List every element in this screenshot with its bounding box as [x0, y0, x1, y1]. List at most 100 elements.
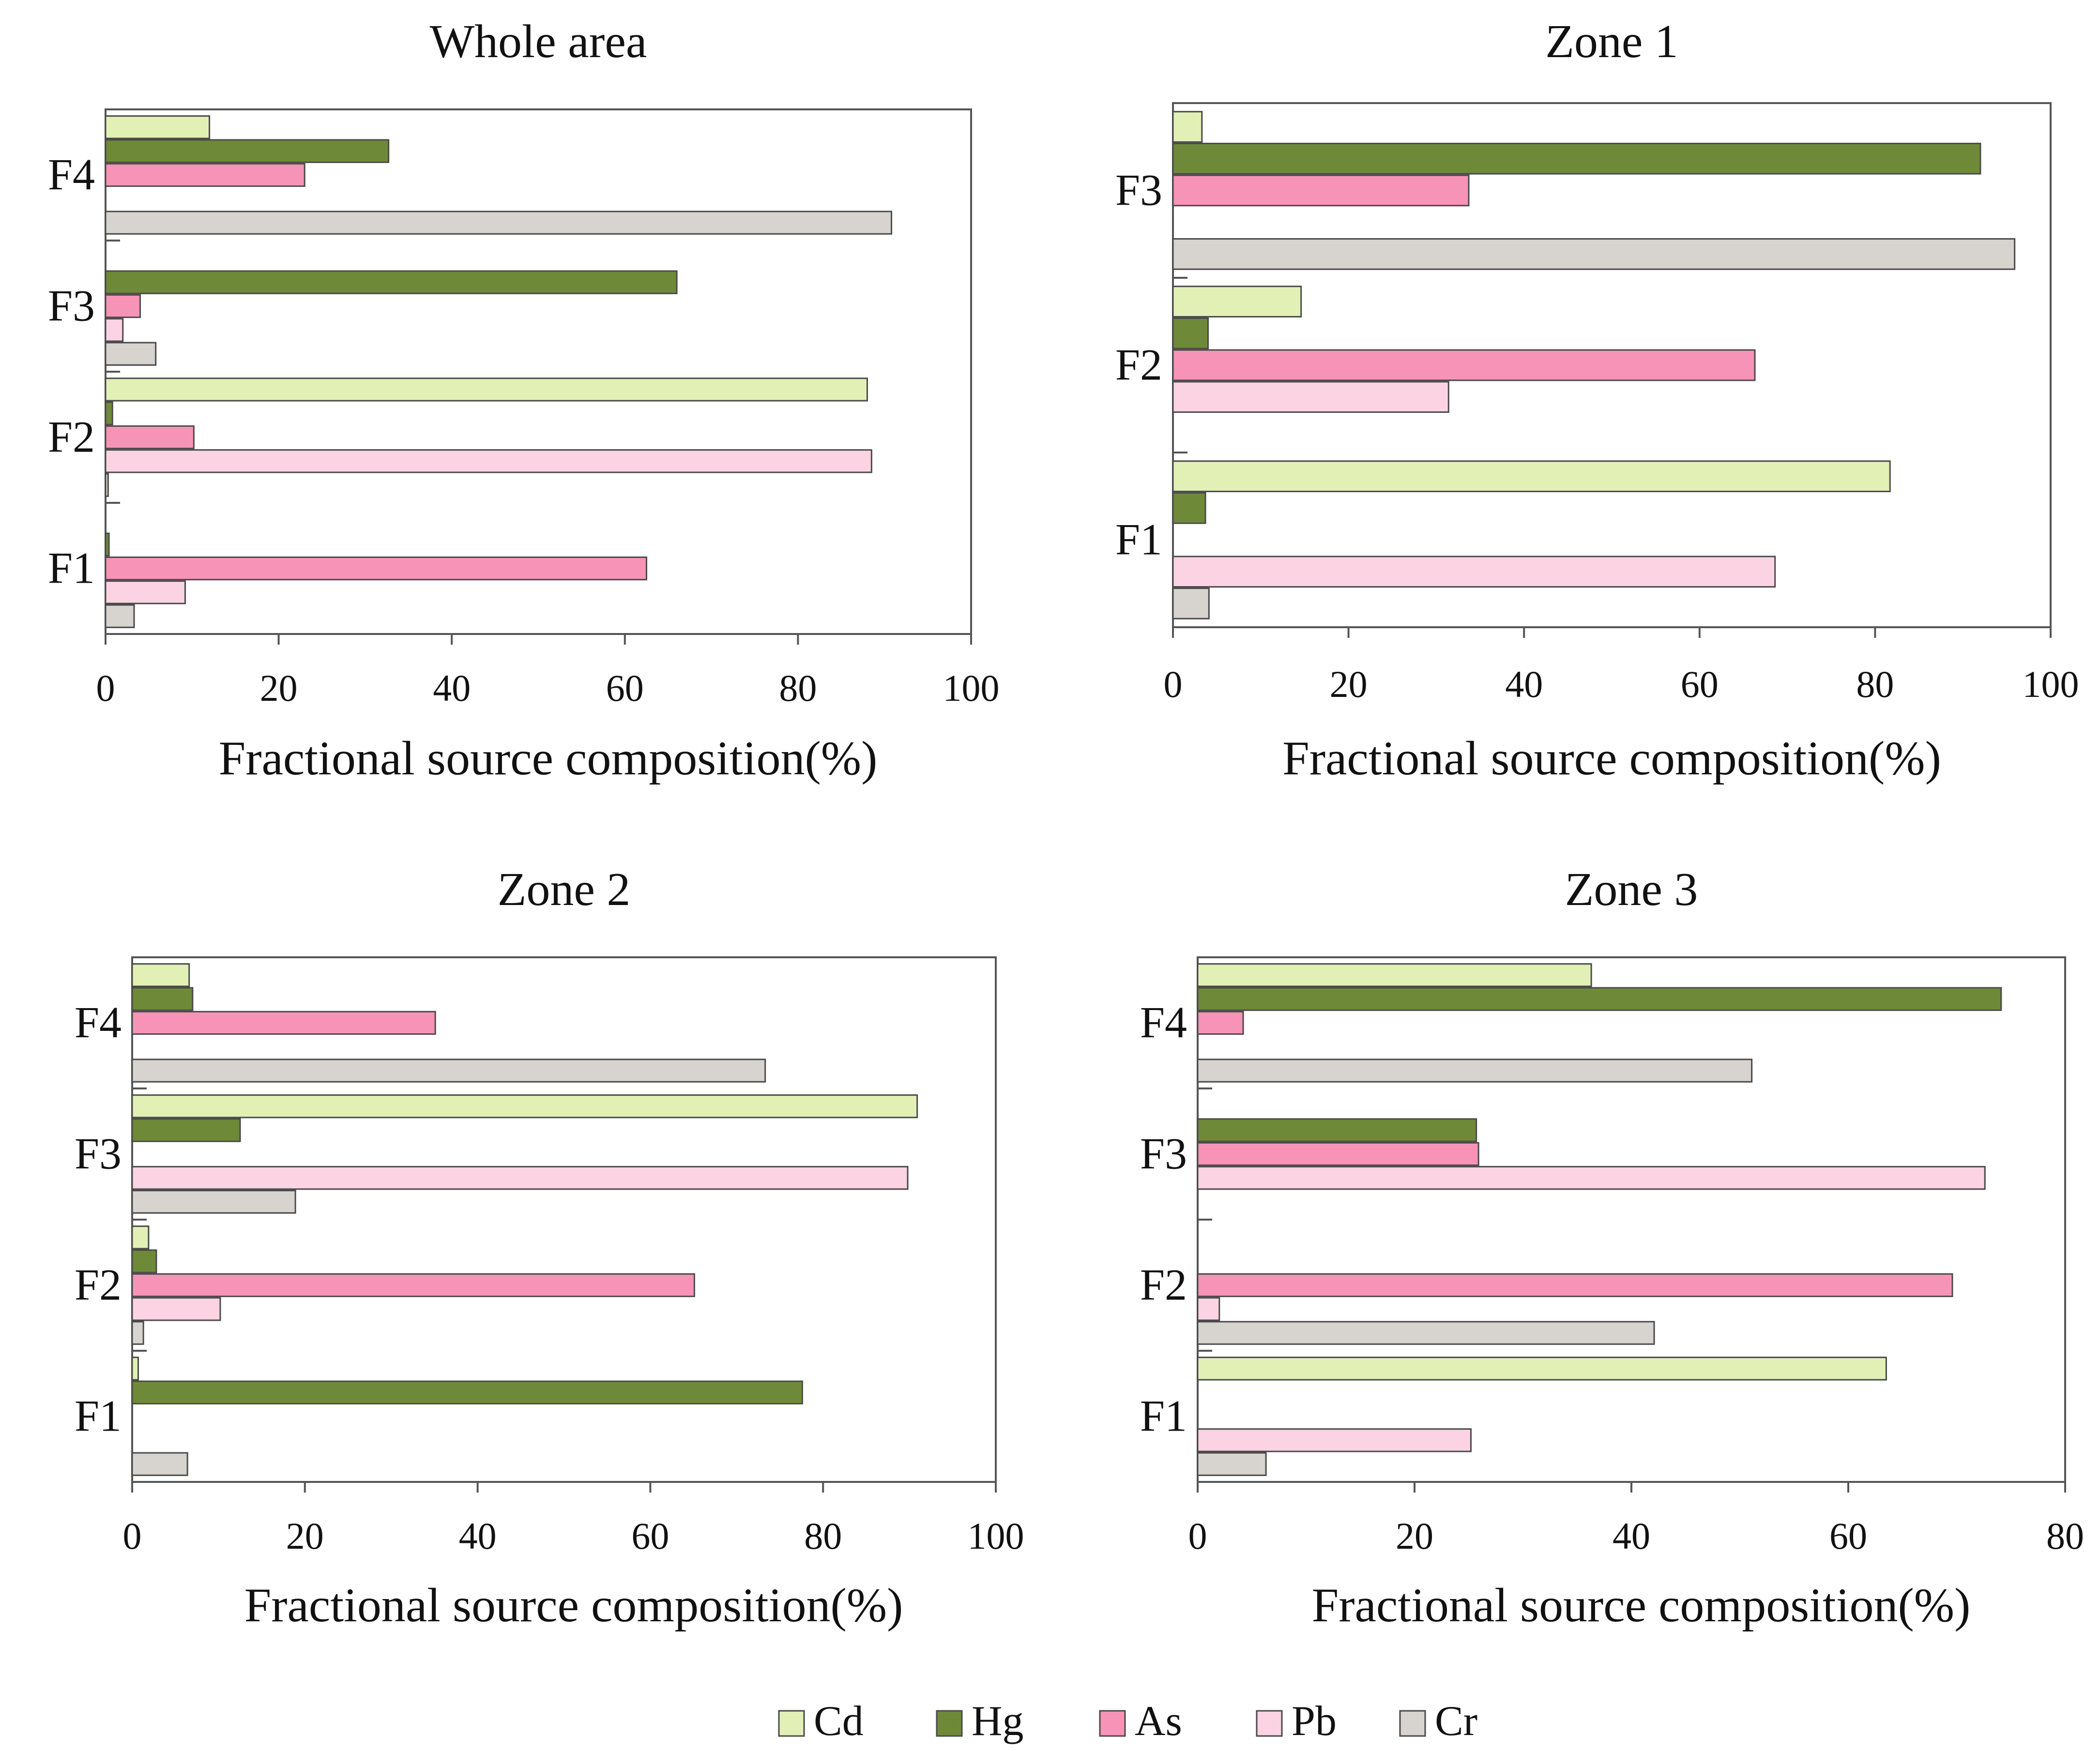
bar-as-f4: [131, 1011, 436, 1035]
legend-item-cd: Cd: [778, 1698, 864, 1745]
x-tick-label: 100: [943, 667, 1000, 709]
legend-label: Cd: [814, 1698, 864, 1745]
category-label: F1: [1140, 1391, 1187, 1441]
x-tick-label: 80: [1856, 663, 1894, 705]
bar-cr-f2: [1197, 1321, 1655, 1345]
bar-hg-f1: [1172, 492, 1206, 524]
bar-cr-f2: [105, 473, 109, 497]
bar-as-f2: [1172, 349, 1756, 381]
category-label: F4: [48, 150, 95, 199]
x-tick-label: 60: [606, 667, 644, 709]
bar-hg-f2: [131, 1249, 157, 1273]
category-label: F2: [1115, 340, 1162, 390]
bar-hg-f3: [1197, 1118, 1477, 1142]
bar-hg-f1: [105, 532, 110, 557]
bar-hg-f4: [1197, 987, 2002, 1011]
category-label: F2: [75, 1260, 122, 1310]
legend: Cd Hg As Pb Cr: [778, 1698, 1477, 1745]
category-label: F3: [48, 281, 95, 331]
category-label: F3: [1115, 166, 1162, 215]
bar-cd-f4: [1197, 963, 1592, 987]
chart-title: Zone 3: [1565, 863, 1698, 916]
bar-as-f2: [131, 1273, 695, 1298]
chart-panel-1: Whole area 0 20 40 60 80 100 Fractional source …: [48, 15, 1000, 785]
legend-label: Cr: [1435, 1698, 1477, 1745]
bar-hg-f4: [105, 139, 390, 163]
x-tick-label: 0: [96, 667, 115, 709]
legend-label: As: [1135, 1698, 1182, 1745]
legend-item-hg: Hg: [936, 1698, 1024, 1745]
bar-cd-f1: [131, 1357, 139, 1381]
bar-cd-f4: [105, 115, 211, 139]
category-label: F2: [48, 412, 95, 462]
bar-as-f4: [1197, 1011, 1244, 1035]
legend-swatch: [936, 1710, 963, 1737]
bar-as-f1: [105, 556, 647, 581]
bar-cr-f4: [105, 211, 893, 235]
x-tick-label: 0: [123, 1515, 142, 1557]
x-tick-label: 100: [968, 1515, 1024, 1557]
bar-as-f2: [105, 425, 195, 450]
bar-cr-f1: [1197, 1452, 1267, 1476]
x-tick-label: 20: [1396, 1515, 1433, 1557]
chart-panel-2: Zone 1 0 20 40 60 80 100 Fractional source comp…: [1115, 15, 2079, 785]
x-tick-label: 80: [804, 1515, 842, 1557]
bar-cr-f3: [105, 342, 157, 366]
x-tick-label: 20: [1330, 663, 1368, 705]
category-label: F3: [75, 1129, 122, 1178]
x-tick-label: 100: [2023, 663, 2079, 705]
x-tick-label: 60: [631, 1515, 669, 1557]
bar-cd-f3: [1172, 111, 1203, 143]
x-axis-label: Fractional source composition(%): [244, 1578, 903, 1632]
category-label: F1: [48, 543, 95, 593]
bar-hg-f3: [105, 270, 678, 294]
category-label: F4: [75, 998, 122, 1047]
bar-pb-f2: [1172, 381, 1449, 413]
bar-as-f3: [1197, 1142, 1479, 1166]
bar-as-f3: [1172, 174, 1470, 207]
bar-cd-f3: [131, 1094, 918, 1118]
bar-cr-f3: [131, 1190, 296, 1214]
bar-hg-f3: [1172, 142, 1981, 175]
legend-label: Pb: [1292, 1698, 1337, 1745]
plot-frame: [105, 108, 972, 635]
bar-cr-f2: [131, 1321, 144, 1345]
x-tick-label: 60: [1681, 663, 1719, 705]
chart-panel-4: Zone 3 0 20 40 60 80 Fractional source composi…: [1140, 863, 2084, 1632]
bar-pb-f2: [105, 449, 872, 473]
bar-hg-f3: [131, 1118, 241, 1142]
bar-hg-f2: [105, 401, 113, 425]
legend-item-pb: Pb: [1256, 1698, 1337, 1745]
x-tick-label: 80: [2046, 1515, 2084, 1557]
x-tick-label: 60: [1829, 1515, 1867, 1557]
x-tick-label: 0: [1164, 663, 1183, 705]
chart-title: Whole area: [430, 15, 647, 68]
bar-cd-f2: [1172, 286, 1302, 317]
bar-pb-f1: [1172, 556, 1776, 588]
category-label: F1: [1115, 515, 1162, 564]
bar-pb-f1: [105, 580, 186, 604]
bar-cd-f1: [1197, 1357, 1887, 1381]
x-tick-label: 40: [1505, 663, 1543, 705]
x-tick-label: 20: [260, 667, 298, 709]
bar-cr-f1: [1172, 588, 1210, 619]
bar-cr-f1: [105, 604, 135, 628]
bar-hg-f2: [1172, 317, 1209, 349]
chart-panel-3: Zone 2 0 20 40 60 80 100 Fractional source comp…: [75, 863, 1024, 1632]
bar-pb-f2: [1197, 1297, 1220, 1321]
x-tick-label: 40: [1613, 1515, 1650, 1557]
legend-item-cr: Cr: [1399, 1698, 1477, 1745]
x-tick-label: 20: [286, 1515, 324, 1557]
plot-frame: [1197, 956, 2066, 1483]
x-axis-label: Fractional source composition(%): [1312, 1578, 1971, 1632]
bar-as-f4: [105, 163, 305, 187]
chart-title: Zone 1: [1545, 15, 1678, 68]
bar-cd-f2: [105, 377, 868, 402]
bar-pb-f2: [131, 1297, 221, 1321]
bar-cr-f3: [1172, 238, 2016, 270]
legend-swatch: [1399, 1710, 1426, 1737]
legend-label: Hg: [972, 1698, 1024, 1745]
legend-swatch: [1256, 1710, 1283, 1737]
bar-cr-f4: [131, 1058, 766, 1083]
legend-swatch: [778, 1710, 805, 1737]
